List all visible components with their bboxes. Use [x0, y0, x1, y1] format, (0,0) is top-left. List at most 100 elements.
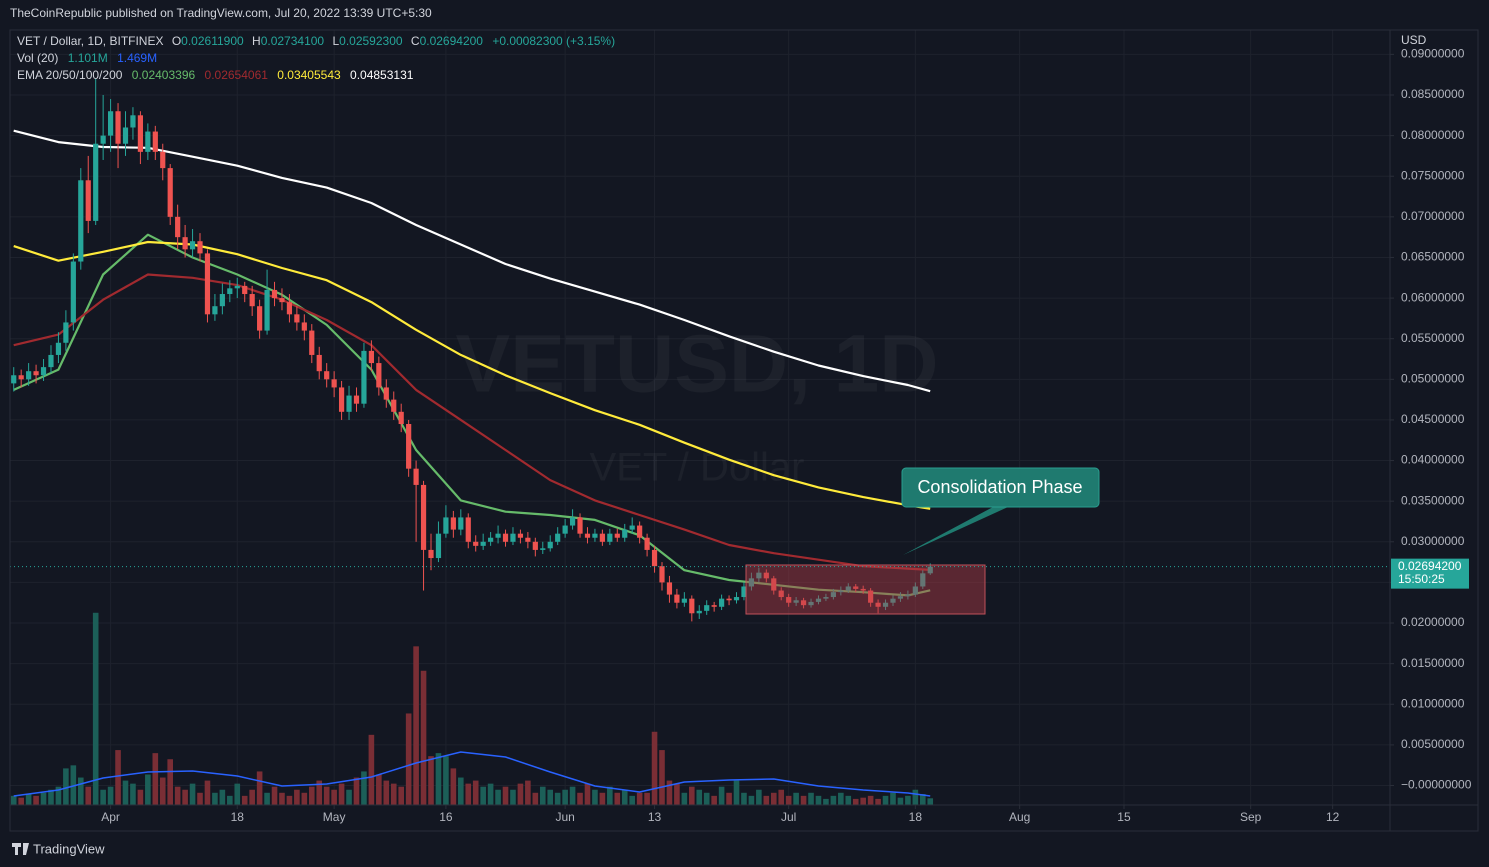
candle-body [689, 598, 695, 614]
volume-bar [905, 795, 911, 805]
volume-bar [808, 792, 814, 805]
candle-body [651, 549, 658, 567]
candle-body [488, 537, 494, 542]
candle-body [637, 525, 643, 538]
x-tick-label: 12 [1326, 810, 1340, 824]
candle-body [40, 367, 47, 376]
volume-bar [383, 780, 390, 805]
candle-body [696, 610, 702, 614]
volume-bar [726, 792, 732, 805]
volume-bar [249, 789, 255, 805]
annotation: Consolidation Phase [917, 477, 1082, 497]
volume-bar [785, 795, 792, 805]
candle-body [458, 517, 464, 530]
volume-bar [763, 795, 770, 805]
y-tick-label: 0.08500000 [1401, 87, 1465, 101]
volume-bar [413, 646, 419, 805]
candle-body [100, 135, 106, 144]
ema-value: 0.02654061 [204, 68, 268, 82]
volume-bar [666, 780, 673, 805]
candle-body [525, 537, 531, 542]
x-tick-label: Jun [555, 810, 574, 824]
y-tick-label: 0.08000000 [1401, 128, 1465, 142]
y-tick-label: 0.03500000 [1401, 493, 1465, 507]
candle-body [510, 533, 516, 542]
logo [12, 843, 29, 855]
volume-bar [599, 792, 606, 805]
candle-body [748, 578, 755, 587]
candle-body [175, 216, 181, 238]
volume-bar [651, 731, 658, 805]
candle-body [622, 529, 628, 538]
x-tick-label: Apr [101, 810, 120, 824]
candle-body [719, 598, 725, 607]
candle-body [711, 605, 717, 607]
candle-body [242, 285, 248, 295]
volume-bar [629, 795, 635, 805]
candle-body [584, 533, 591, 538]
candle-body [353, 395, 360, 404]
candle-body [78, 180, 84, 262]
volume-bar [227, 795, 233, 805]
volume-bar [487, 783, 494, 805]
legend: VET / Dollar, 1D, BITFINEX O0.02611900 H… [17, 33, 615, 84]
volume-bar [286, 795, 293, 805]
candle-body [398, 411, 404, 424]
volume-bar [450, 768, 457, 805]
volume-bar [547, 789, 554, 805]
candle-body [860, 588, 866, 591]
candle-body [249, 294, 255, 307]
volume-bar [636, 792, 643, 805]
volume-bar [748, 795, 755, 805]
volume-bar [353, 777, 360, 805]
candle-body [346, 395, 352, 412]
price-tag-label: 0.02694200 [1398, 559, 1462, 573]
candle-body [845, 586, 851, 591]
volume-bar [398, 786, 404, 805]
candle-body [361, 350, 367, 404]
volume-bar [376, 774, 382, 805]
volume-bar [465, 783, 472, 805]
volume-bar [890, 792, 896, 805]
ema-value: 0.04853131 [350, 68, 414, 82]
x-tick-label: Jul [781, 810, 796, 824]
volume-bar [867, 795, 874, 805]
candle-body [406, 423, 412, 469]
y-tick-label: 0.05000000 [1401, 371, 1465, 385]
candle-body [569, 517, 576, 526]
candle-body [145, 131, 151, 152]
candle-body [130, 115, 136, 128]
volume-bar [10, 795, 17, 805]
candle-body [264, 289, 270, 331]
x-tick-label: 18 [231, 810, 245, 824]
legend-value: 0.02592300 [339, 34, 403, 48]
indicator-line [13, 233, 931, 597]
footer-brand: TradingView [33, 841, 105, 856]
volume-bar [368, 734, 375, 805]
candle-body [868, 590, 874, 603]
legend-key: O [171, 34, 182, 48]
volume-bar [428, 756, 434, 805]
y-tick-label: 0.07500000 [1401, 168, 1465, 182]
volume-bar [182, 789, 188, 805]
candle-body [122, 127, 129, 144]
candle-body [93, 143, 99, 221]
candle-body [681, 598, 687, 603]
volume-bar [55, 786, 62, 805]
candle-body [756, 572, 762, 579]
candle-body [160, 151, 166, 169]
candle-body [838, 590, 844, 593]
candle-body [368, 350, 374, 364]
volume-name: Vol (20) [17, 51, 59, 65]
volume-bar [294, 789, 300, 805]
candle-body [428, 549, 434, 559]
candle-body [599, 533, 605, 542]
volume-bar [316, 780, 323, 805]
volume-bar [517, 783, 524, 805]
candle-layer [11, 78, 933, 622]
candle-body [823, 597, 829, 599]
watermark-sub: VET / Dollar [590, 446, 805, 490]
volume-bar [219, 789, 226, 805]
candle-body [137, 115, 143, 152]
